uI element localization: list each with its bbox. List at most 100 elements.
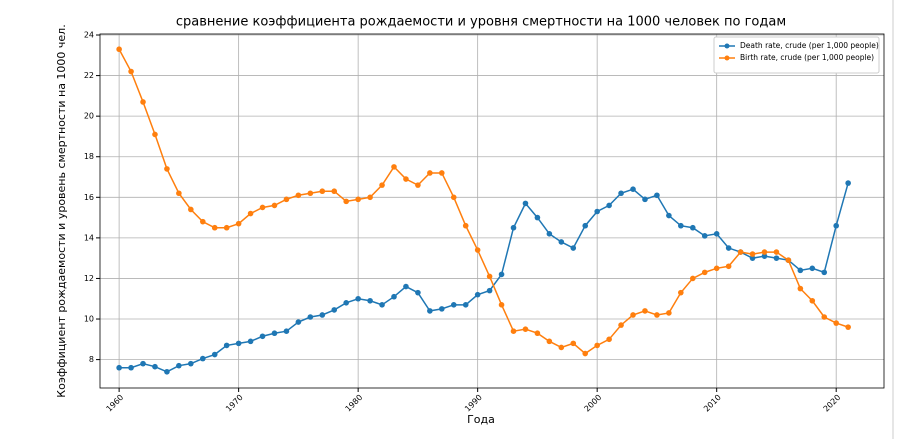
data-point [152,363,158,370]
data-point [128,364,134,371]
data-point [594,208,600,215]
y-tick-label: 8 [89,355,94,364]
data-point [462,302,469,308]
data-point [211,351,218,358]
data-point [582,222,589,229]
data-point [164,368,170,375]
data-point [642,196,648,203]
x-tick-label: 2020 [822,393,843,414]
data-point [689,224,696,231]
data-point [725,263,732,270]
data-point [725,245,732,251]
data-point [439,306,445,312]
data-point [701,233,708,239]
data-point [199,218,206,225]
legend-box [713,36,880,74]
data-point [355,295,361,302]
data-point [510,328,517,334]
data-point [176,190,182,197]
data-point [689,275,696,282]
data-point [391,293,397,300]
legend-label: Birth rate, crude (per 1,000 people) [740,53,874,62]
data-point [474,291,481,298]
data-point [283,328,290,334]
y-tick-label: 22 [84,71,94,80]
data-point [522,200,529,207]
data-point [654,192,660,199]
data-point [307,190,314,197]
data-point [749,255,756,261]
data-point [391,164,397,170]
data-point [594,342,600,349]
data-point [331,188,338,195]
data-point [737,249,744,255]
data-point [462,222,469,229]
data-point [415,182,421,188]
data-point [164,166,170,172]
data-point [319,188,326,195]
data-point [510,224,517,231]
data-point [319,312,326,318]
data-point [570,245,577,251]
data-point [450,302,457,308]
data-point [223,224,230,231]
data-point [797,285,804,292]
data-point [355,196,361,203]
data-point [199,355,206,362]
data-point [761,249,768,255]
data-point [379,302,385,308]
data-point [176,362,182,369]
data-point [833,222,839,229]
data-point [522,326,529,332]
data-point [821,269,828,276]
data-point [259,204,266,211]
plot-frame [99,33,885,389]
y-tick-label: 10 [84,315,94,324]
data-point [450,194,457,201]
data-point [618,322,624,328]
data-point [833,320,839,326]
data-point [307,314,314,320]
data-point [845,180,851,186]
data-point [654,312,660,318]
data-point [331,307,338,313]
data-point [271,330,278,337]
data-point [666,212,672,219]
data-point [809,265,816,272]
data-point [403,283,409,290]
y-tick-label: 12 [84,274,94,283]
data-point [247,210,254,217]
data-point [343,299,349,306]
x-tick-label: 1960 [105,393,126,414]
chart-title: сравнение коэффициента рождаемости и уро… [176,15,786,30]
x-tick-label: 2010 [702,393,723,414]
data-point [403,176,409,182]
data-point [295,319,302,325]
x-tick-label: 1970 [224,393,245,414]
data-point [558,344,565,351]
data-point [498,302,505,308]
data-point [140,360,146,367]
data-point [546,231,553,237]
data-point [534,330,541,337]
data-point [678,222,684,229]
data-point [128,68,134,75]
data-point [797,267,804,274]
data-point [630,312,636,318]
series-line [118,48,849,355]
data-point [223,342,230,349]
data-point [618,190,624,197]
data-point [642,308,648,314]
y-tick-label: 14 [84,233,94,242]
data-point [713,231,720,237]
data-point [295,192,302,199]
data-point [271,202,278,209]
data-point [140,99,146,105]
data-point [439,170,445,176]
y-tick-label: 20 [84,112,94,121]
data-point [713,265,720,272]
data-point [427,308,433,314]
y-axis-label: Коэффициент рождаемости и уровень смертн… [55,24,68,397]
data-point [474,247,481,253]
